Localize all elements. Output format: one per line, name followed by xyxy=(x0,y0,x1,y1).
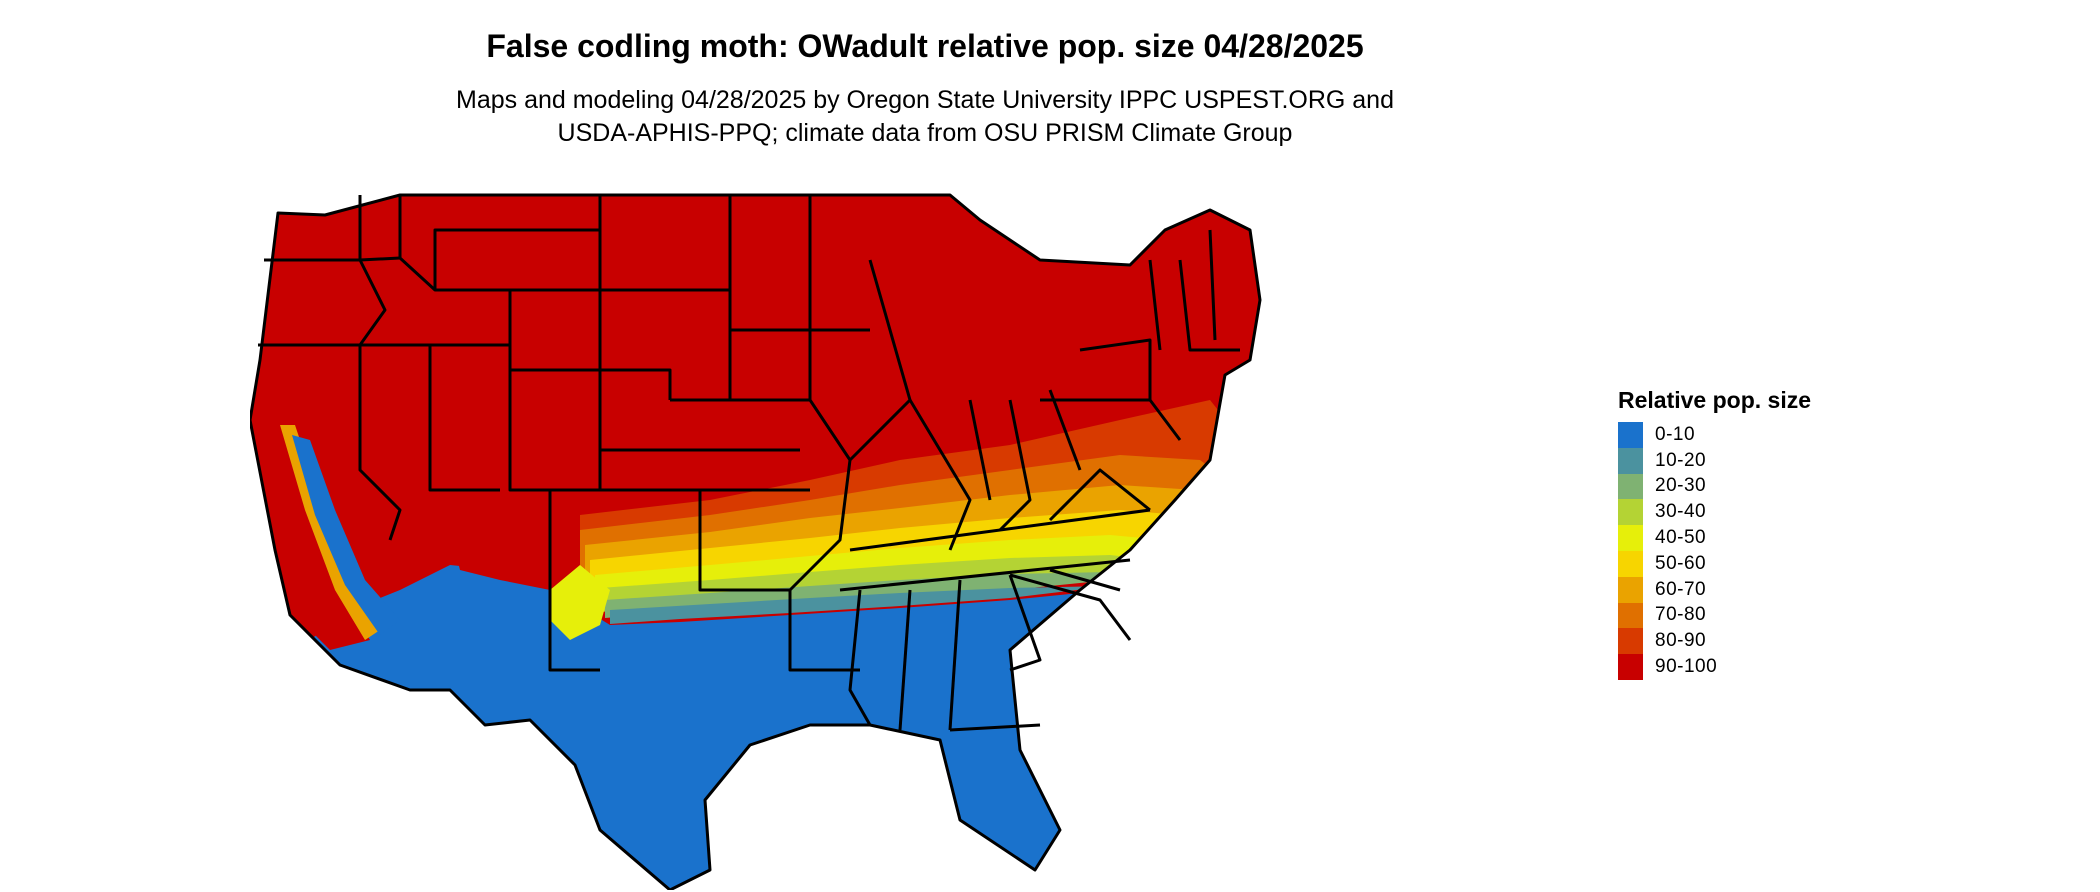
map-legend: Relative pop. size 0-10 10-20 20-30 30-40 40… xyxy=(1618,387,1938,680)
subtitle-line-2: USDA-APHIS-PPQ; climate data from OSU PR… xyxy=(557,119,1293,147)
legend-label: 60-70 xyxy=(1655,578,1707,600)
map-subtitle: Maps and modeling 04/28/2025 by Oregon S… xyxy=(0,84,1850,150)
legend-label: 90-100 xyxy=(1655,656,1718,678)
legend-item: 20-30 xyxy=(1618,473,1938,500)
legend-swatch xyxy=(1618,654,1643,680)
legend-item: 70-80 xyxy=(1618,602,1938,629)
legend-item: 30-40 xyxy=(1618,499,1938,526)
legend-swatch xyxy=(1618,422,1643,448)
legend-swatch xyxy=(1618,499,1643,526)
legend-swatch xyxy=(1618,447,1643,474)
legend-label: 80-90 xyxy=(1655,630,1707,652)
california-valley-low xyxy=(292,435,400,635)
legend-item: 0-10 xyxy=(1618,422,1938,448)
legend-label: 70-80 xyxy=(1655,604,1707,626)
legend-label: 30-40 xyxy=(1655,501,1707,523)
legend-item: 60-70 xyxy=(1618,576,1938,603)
legend-item: 50-60 xyxy=(1618,550,1938,577)
legend-label: 20-30 xyxy=(1655,475,1707,497)
legend-item: 90-100 xyxy=(1618,654,1938,680)
legend-items: 0-10 10-20 20-30 30-40 40-50 50-60 60-70 70-80 8… xyxy=(1618,422,1938,680)
nm-transition xyxy=(550,565,610,640)
legend-title: Relative pop. size xyxy=(1618,387,1812,413)
legend-label: 40-50 xyxy=(1655,527,1707,549)
legend-swatch xyxy=(1618,602,1643,629)
legend-swatch xyxy=(1618,576,1643,603)
southwest-high-pocket xyxy=(450,515,580,590)
map-title: False codling moth: OWadult relative pop… xyxy=(486,28,1364,64)
legend-swatch xyxy=(1618,550,1643,577)
legend-item: 80-90 xyxy=(1618,628,1938,655)
legend-label: 50-60 xyxy=(1655,552,1707,574)
legend-label: 10-20 xyxy=(1655,449,1707,471)
us-map xyxy=(250,193,1262,890)
legend-item: 40-50 xyxy=(1618,525,1938,551)
legend-item: 10-20 xyxy=(1618,447,1938,474)
legend-swatch xyxy=(1618,473,1643,500)
legend-swatch xyxy=(1618,525,1643,551)
legend-label: 0-10 xyxy=(1655,423,1696,445)
legend-swatch xyxy=(1618,628,1643,655)
subtitle-line-1: Maps and modeling 04/28/2025 by Oregon S… xyxy=(456,86,1394,114)
state-borders xyxy=(250,193,1262,890)
